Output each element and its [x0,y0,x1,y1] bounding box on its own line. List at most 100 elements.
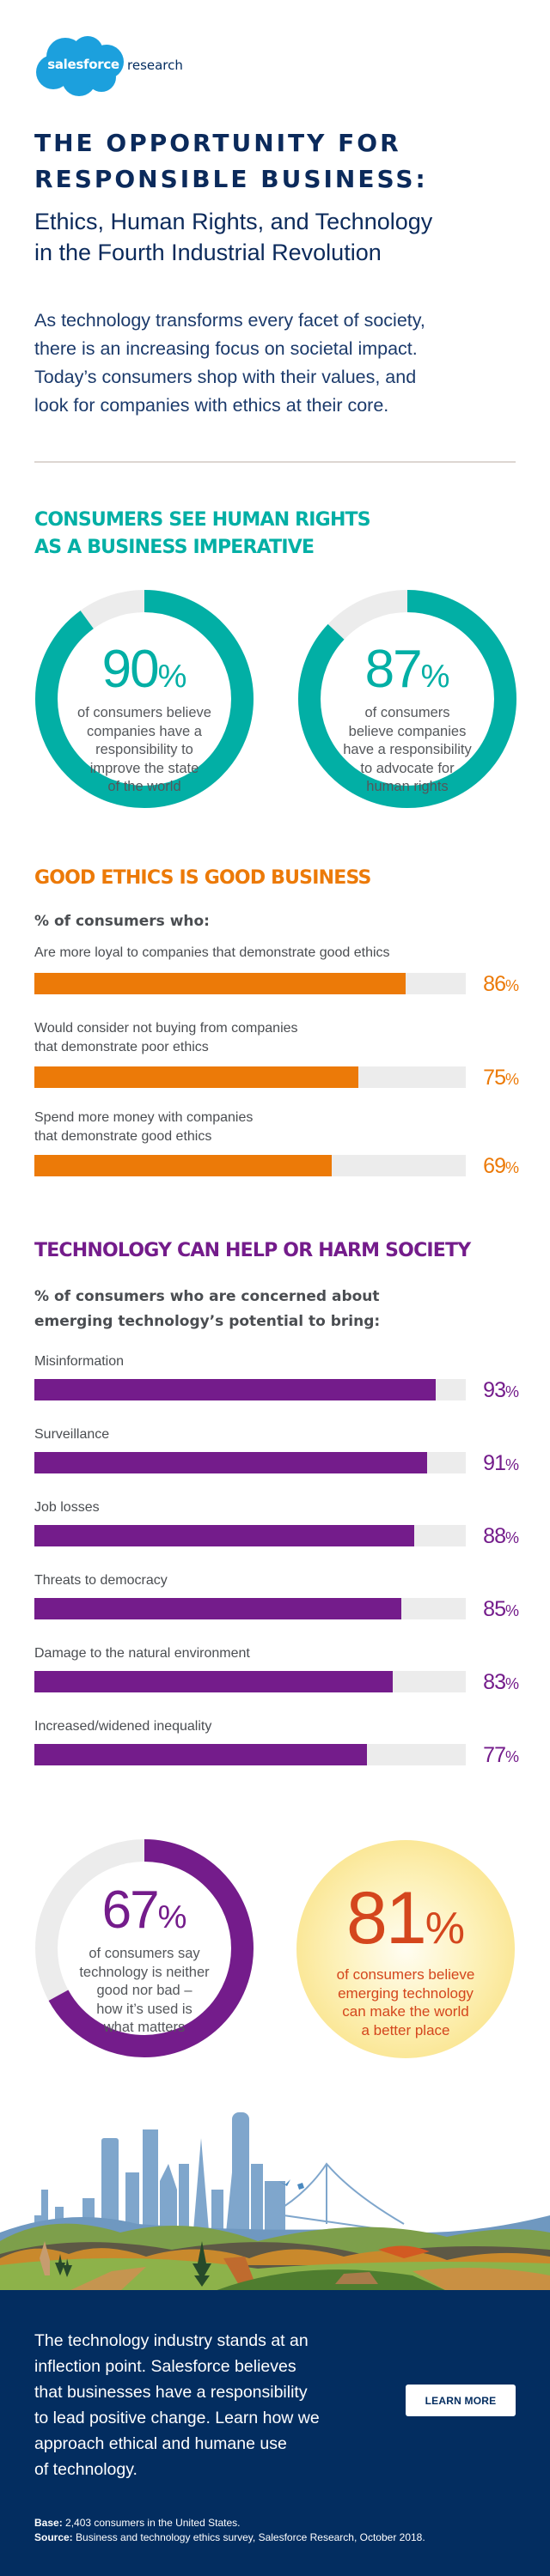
bar-value: 86% [468,973,519,997]
percent-sign: % [504,1602,519,1619]
desc-line: of consumers believe [77,705,211,720]
percent-sign: % [504,1675,519,1692]
desc-line: responsibility to [95,742,193,757]
logo-brand: salesforce [47,57,119,72]
bar-track [34,1525,466,1546]
desc-line: to advocate for [360,760,455,776]
bar-fill [34,1379,436,1400]
city-skyline-icon [34,2112,285,2241]
stat-number: 87 [364,640,423,699]
title-line: RESPONSIBLE BUSINESS: [34,165,428,193]
desc-line: emerging technology [338,1984,474,2002]
bar-track [34,1598,466,1619]
subtitle-line: in the Fourth Industrial Revolution [34,240,382,265]
bar-label: Spend more money with companies that dem… [34,1109,516,1146]
percent-sign: % [157,1899,187,1935]
bar-value: 93% [468,1379,519,1403]
subhead-line: % of consumers who are concerned about [34,1288,380,1305]
desc-line: of consumers [364,705,450,720]
bar-value: 77% [468,1744,519,1768]
salesforce-research-logo: salesforce research [34,34,206,99]
logo-suffix: research [127,58,183,73]
ethics-subheading: % of consumers who: [34,913,210,930]
desc-line: of the world [107,779,181,794]
percent-sign: % [504,1456,519,1473]
intro-line: Today’s consumers shop with their values… [34,367,417,387]
base-text: 2,403 consumers in the United States. [62,2517,241,2529]
bar-label: Increased/widened inequality [34,1719,212,1734]
value-number: 77 [483,1743,506,1767]
section-divider [34,461,516,463]
value-number: 83 [483,1670,506,1694]
bar-fill [34,1525,414,1546]
value-number: 75 [483,1066,506,1090]
bar-track [34,1671,466,1692]
stat-value: 67% [65,1883,223,1945]
ethics-heading: GOOD ETHICS IS GOOD BUSINESS [34,867,371,889]
birds-icon [278,2179,304,2190]
bar-track [34,1452,466,1473]
donut-arc-87 [298,590,516,808]
donut-content: 87% of consumers believe companies have … [328,642,486,797]
bar-label: Misinformation [34,1354,125,1369]
value-number: 86 [483,972,506,996]
heading-line: AS A BUSINESS IMPERATIVE [34,537,315,558]
desc-line: what matters [103,2020,186,2035]
cta-line: of technology. [34,2460,138,2479]
desc-line: believe companies [348,723,467,739]
foreground-hill [215,2269,447,2291]
desc-line: of consumers say [89,1946,200,1961]
value-number: 85 [483,1597,506,1621]
stat-description: of consumers believe companies have a re… [65,704,223,797]
donut-stat-neutral: 67% of consumers say technology is neith… [34,1838,254,2058]
stat-value: 87% [328,642,486,704]
bar-fill-not-buying [34,1066,358,1088]
percent-sign: % [504,1159,519,1176]
cta-line: approach ethical and humane use [34,2434,287,2453]
label-line: that demonstrate poor ethics [34,1040,209,1054]
cta-line: to lead positive change. Learn how we [34,2409,320,2427]
percent-sign: % [504,1071,519,1088]
sun-content: 81% of consumers believe emerging techno… [314,1881,498,2039]
autumn-tree-icon [40,2241,50,2275]
rocks-icon [335,2272,378,2284]
value-number: 88 [483,1524,506,1548]
donut-chart [298,590,516,808]
bar-label: Damage to the natural environment [34,1646,250,1661]
desc-line: have a responsibility [343,742,472,757]
donut-arc-90 [35,590,254,808]
donut-content: 67% of consumers say technology is neith… [65,1883,223,2038]
value-number: 69 [483,1154,506,1178]
desc-line: how it’s used is [96,2001,192,2017]
donut-content: 90% of consumers believe companies have … [65,642,223,797]
intro-line: there is an increasing focus on societal… [34,338,418,359]
bar-value: 85% [468,1598,519,1622]
page-title: THE OPPORTUNITY FOR RESPONSIBLE BUSINESS… [34,125,533,197]
bar-value: 91% [468,1452,519,1476]
donut-stat-human-rights: 87% of consumers believe companies have … [297,589,517,809]
bar-fill [34,1598,401,1619]
subhead-line: emerging technology’s potential to bring… [34,1313,381,1330]
intro-line: As technology transforms every facet of … [34,310,425,331]
stat-description: of consumers believe emerging technology… [314,1965,498,2039]
cta-paragraph: The technology industry stands at an inf… [34,2328,378,2482]
learn-more-button[interactable]: LEARN MORE [406,2385,516,2416]
subtitle-line: Ethics, Human Rights, and Technology [34,209,433,234]
bar-value: 75% [468,1066,519,1091]
donut-chart [35,590,254,808]
heading-line: CONSUMERS SEE HUMAN RIGHTS [34,509,371,531]
page-subtitle: Ethics, Human Rights, and Technology in … [34,206,533,268]
human-rights-heading: CONSUMERS SEE HUMAN RIGHTS AS A BUSINESS… [34,507,533,562]
value-number: 93 [483,1378,506,1402]
label-line: Spend more money with companies [34,1110,254,1125]
stat-value: 90% [65,642,223,704]
bar-track [34,1155,466,1176]
desc-line: companies have a [87,723,202,739]
stat-number: 81 [346,1877,427,1959]
cta-line: that businesses have a responsibility [34,2383,308,2402]
stat-number: 90 [101,640,160,699]
bar-fill-loyal [34,973,406,994]
sun-stat-optimism: 81% of consumers believe emerging techno… [296,1840,515,2058]
bar-label: Would consider not buying from companies… [34,1019,516,1057]
footer-cta: The technology industry stands at an inf… [0,2290,550,2576]
